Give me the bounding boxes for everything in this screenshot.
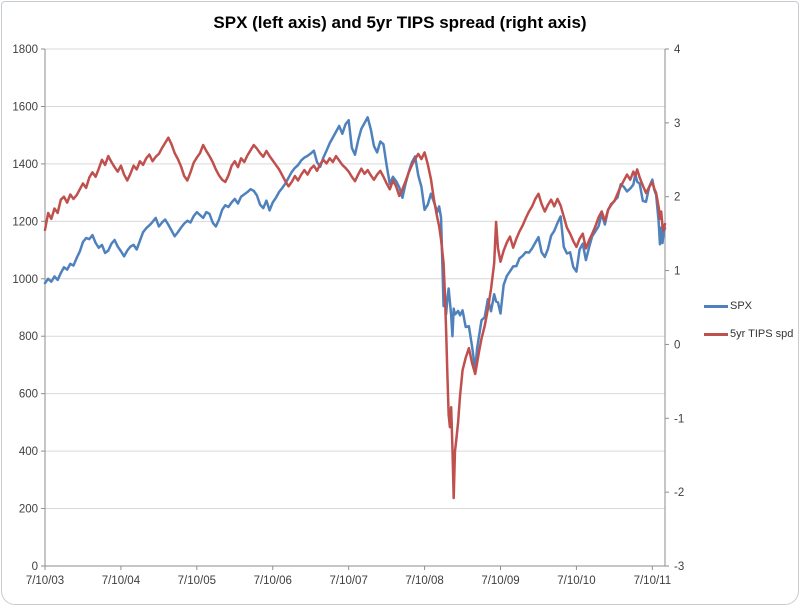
x-axis-tick-label: 7/10/04 [102, 575, 141, 587]
x-axis-tick-label: 7/10/05 [178, 575, 216, 587]
left-axis-tick-label: 1400 [12, 159, 38, 171]
left-axis-tick-label: 600 [19, 389, 38, 401]
legend-item-spx[interactable]: SPX [704, 292, 798, 320]
right-axis-tick-label: -1 [674, 413, 684, 425]
right-axis-tick-label: 4 [674, 44, 681, 56]
x-axis-tick-label: 7/10/03 [26, 575, 64, 587]
right-axis-tick-label: 1 [674, 266, 680, 278]
right-axis-tick-label: 0 [674, 339, 680, 351]
right-axis-tick-label: 2 [674, 192, 680, 204]
x-axis-tick-label: 7/10/10 [557, 575, 595, 587]
right-axis-tick-label: -3 [674, 561, 684, 573]
left-axis-tick-label: 800 [19, 331, 38, 343]
series-line-spx [43, 116, 667, 372]
left-axis-tick-label: 200 [19, 504, 38, 516]
chart-legend: SPX 5yr TIPS spd [704, 292, 798, 348]
x-axis-tick-label: 7/10/06 [254, 575, 292, 587]
left-axis-tick-label: 1200 [12, 216, 38, 228]
x-axis-tick-label: 7/10/08 [405, 575, 443, 587]
legend-swatch-spx [704, 304, 728, 308]
axes [41, 48, 669, 570]
right-axis-tick-label: -2 [674, 487, 684, 499]
left-axis-tick-label: 0 [32, 561, 38, 573]
left-axis-tick-label: 400 [19, 446, 38, 458]
series-line-tips [43, 136, 667, 500]
legend-item-tips[interactable]: 5yr TIPS spd [704, 320, 798, 348]
right-axis-tick-label: 3 [674, 118, 680, 130]
left-axis-tick-label: 1000 [12, 274, 38, 286]
x-axis-tick-label: 7/10/07 [329, 575, 367, 587]
chart-title: SPX (left axis) and 5yr TIPS spread (rig… [213, 13, 587, 32]
gridlines [45, 48, 665, 567]
legend-label-tips: 5yr TIPS spd [730, 328, 794, 340]
legend-label-spx: SPX [730, 300, 753, 312]
legend-swatch-tips [704, 332, 728, 336]
left-axis-tick-label: 1600 [12, 101, 38, 113]
x-axis-tick-label: 7/10/09 [481, 575, 519, 587]
x-axis-tick-label: 7/10/11 [634, 575, 672, 587]
left-axis-tick-label: 1800 [12, 44, 38, 56]
